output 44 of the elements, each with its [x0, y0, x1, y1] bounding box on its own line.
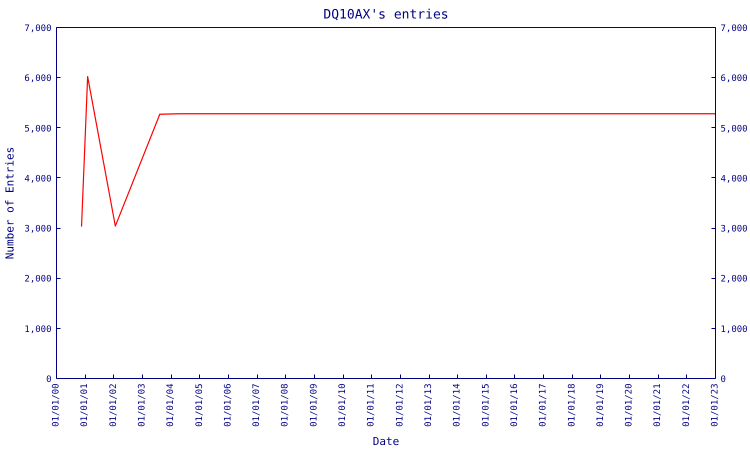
- y-tick-label: 2,000: [24, 274, 52, 285]
- x-tick-label: 01/01/22: [682, 383, 692, 427]
- x-tick-label: 01/01/13: [424, 383, 434, 427]
- x-tick-label: 01/01/17: [538, 383, 549, 427]
- y2-tick-label: 5,000: [720, 124, 748, 134]
- x-tick-label: 01/01/19: [596, 383, 606, 427]
- x-tick-label: 01/01/05: [194, 383, 205, 427]
- y-tick-label: 4,000: [24, 174, 52, 184]
- x-tick-label: 01/01/09: [309, 383, 320, 427]
- x-tick-label: 01/01/02: [108, 383, 119, 427]
- y2-tick-label: 1,000: [720, 324, 748, 335]
- x-tick-label: 01/01/10: [338, 383, 348, 427]
- x-tick-label: 01/01/15: [481, 383, 492, 427]
- y2-tick-label: 7,000: [720, 24, 748, 34]
- x-tick-label: 01/01/21: [653, 383, 664, 427]
- y-axis-title: Number of Entries: [3, 146, 16, 260]
- x-tick-label: 01/01/00: [52, 383, 62, 427]
- x-tick-label: 01/01/06: [223, 383, 234, 427]
- x-tick-label: 01/01/07: [252, 383, 262, 427]
- chart-title: DQ10AX's entries: [323, 8, 449, 22]
- x-tick-label: 01/01/12: [395, 383, 406, 427]
- y-tick-label: 1,000: [24, 324, 52, 335]
- y2-tick-label: 0: [720, 375, 726, 385]
- x-tick-label: 01/01/04: [166, 383, 176, 427]
- y2-tick-label: 4,000: [720, 174, 748, 184]
- x-tick-label: 01/01/23: [710, 383, 720, 427]
- x-tick-label: 01/01/01: [80, 383, 90, 427]
- y-tick-label: 6,000: [24, 74, 52, 84]
- y2-tick-label: 3,000: [720, 224, 748, 235]
- y-tick-label: 7,000: [24, 24, 52, 34]
- x-tick-label: 01/01/08: [280, 383, 291, 427]
- x-tick-label: 01/01/14: [452, 383, 463, 427]
- x-tick-label: 01/01/18: [567, 383, 578, 427]
- x-tick-label: 01/01/16: [510, 383, 520, 427]
- x-axis-title: Date: [372, 434, 400, 448]
- y2-tick-label: 2,000: [720, 274, 748, 285]
- x-tick-label: 01/01/11: [366, 383, 377, 427]
- x-tick-label: 01/01/03: [137, 383, 148, 427]
- y-tick-label: 0: [46, 375, 52, 385]
- x-tick-label: 01/01/20: [624, 383, 635, 427]
- y-tick-label: 5,000: [24, 124, 52, 134]
- y2-tick-label: 6,000: [720, 74, 748, 84]
- y-tick-label: 3,000: [24, 224, 52, 235]
- line-series: [80, 76, 716, 228]
